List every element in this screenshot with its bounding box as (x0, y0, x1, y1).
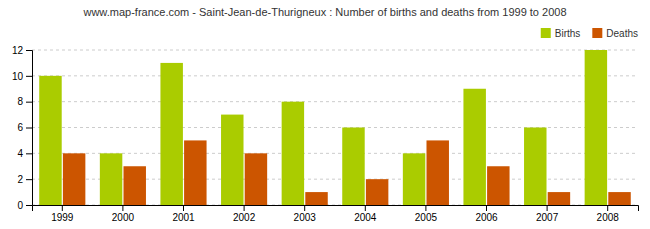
legend: Births Deaths (541, 28, 638, 39)
grid-line (32, 179, 638, 180)
tick-label: 12 (12, 45, 24, 56)
bar-series (39, 50, 607, 205)
bar (426, 140, 448, 205)
tick-label: 2003 (294, 212, 317, 223)
y-axis: 0 2 4 6 8 10 12 (12, 45, 33, 211)
chart-container: www.map-france.com - Saint-Jean-de-Thuri… (0, 0, 650, 229)
tick-label: 2006 (475, 212, 498, 223)
bar (487, 166, 509, 205)
tick-mark (304, 205, 305, 211)
legend-label: Births (555, 28, 581, 39)
grid-line (32, 50, 638, 51)
tick: 2005 (415, 205, 438, 223)
tick-label: 2005 (415, 212, 438, 223)
tick: 10 (12, 71, 32, 82)
axis-domain (26, 51, 33, 206)
bar (342, 128, 364, 206)
tick: 0 (17, 200, 32, 211)
tick: 2006 (475, 205, 498, 223)
tick: 8 (17, 96, 32, 107)
tick-label: 2008 (597, 212, 620, 223)
tick: 2 (17, 174, 32, 185)
bar (100, 153, 122, 205)
plot: 1999 2000 2001 2002 2003 2004 2005 2006 2007 2008… (12, 45, 639, 223)
legend-swatch (592, 28, 602, 38)
tick-mark (26, 102, 32, 103)
tick-mark (26, 76, 32, 77)
bar (282, 102, 304, 205)
grid-line (32, 153, 638, 154)
tick-mark (26, 50, 32, 51)
tick: 2008 (597, 205, 620, 223)
tick-mark (26, 205, 32, 206)
tick: 4 (17, 148, 32, 159)
legend-label: Deaths (606, 28, 638, 39)
tick-label: 1999 (51, 212, 74, 223)
tick-label: 10 (12, 71, 24, 82)
bar (366, 179, 388, 205)
tick-mark (122, 205, 123, 211)
bar (184, 140, 206, 205)
tick-mark (26, 179, 32, 180)
tick-label: 0 (17, 200, 23, 211)
grid-line (32, 75, 638, 76)
tick-mark (547, 205, 548, 211)
tick: 2007 (536, 205, 559, 223)
tick-label: 8 (17, 96, 23, 107)
chart-svg: www.map-france.com - Saint-Jean-de-Thuri… (0, 0, 650, 229)
bar-series (63, 140, 631, 205)
tick-label: 2 (17, 174, 23, 185)
tick-label: 2002 (233, 212, 256, 223)
tick: 2001 (172, 205, 195, 223)
bar (63, 153, 85, 205)
tick: 2002 (233, 205, 256, 223)
tick: 12 (12, 45, 32, 56)
bar (585, 50, 607, 205)
tick-mark (607, 205, 608, 211)
axis-domain (33, 206, 639, 212)
tick-label: 2004 (354, 212, 377, 223)
bar (524, 128, 546, 206)
grid-line (32, 127, 638, 128)
tick-mark (365, 205, 366, 211)
bar (548, 192, 570, 205)
bar (403, 153, 425, 205)
tick-mark (26, 153, 32, 154)
bar (608, 192, 630, 205)
tick: 2000 (112, 205, 135, 223)
legend-swatch (541, 28, 551, 38)
title: www.map-france.com - Saint-Jean-de-Thuri… (82, 6, 566, 18)
tick-label: 2001 (172, 212, 195, 223)
bar (305, 192, 327, 205)
tick-mark (244, 205, 245, 211)
tick-mark (183, 205, 184, 211)
grid-line (32, 101, 638, 102)
bar (123, 166, 145, 205)
bars (39, 50, 631, 205)
tick: 2003 (294, 205, 317, 223)
bar (463, 89, 485, 205)
tick-label: 6 (17, 122, 23, 133)
tick-label: 4 (17, 148, 23, 159)
grid (32, 50, 638, 205)
tick-mark (486, 205, 487, 211)
tick: 6 (17, 122, 32, 133)
legend-item: Deaths (592, 28, 638, 39)
bar (39, 76, 61, 205)
tick: 2004 (354, 205, 377, 223)
legend-item: Births (541, 28, 581, 39)
tick-mark (62, 205, 63, 211)
tick: 1999 (51, 205, 74, 223)
bar (221, 115, 243, 205)
tick-mark (26, 128, 32, 129)
bar (245, 153, 267, 205)
tick-mark (425, 205, 426, 211)
tick-label: 2000 (112, 212, 135, 223)
bar (160, 63, 182, 205)
x-axis: 1999 2000 2001 2002 2003 2004 2005 2006 2007 2008 (33, 205, 639, 223)
tick-label: 2007 (536, 212, 559, 223)
